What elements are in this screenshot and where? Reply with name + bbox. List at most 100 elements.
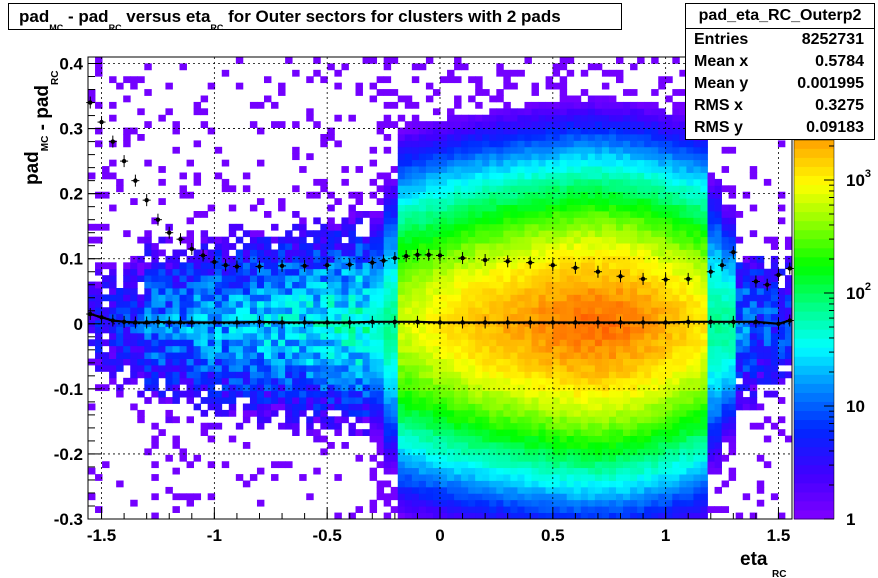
heatmap-cell (538, 461, 546, 469)
heatmap-cell (531, 313, 539, 321)
heatmap-cell (475, 365, 483, 372)
heatmap-cell (503, 127, 511, 135)
heatmap-cell (130, 82, 138, 90)
heatmap-cell (573, 178, 582, 186)
heatmap-cell (299, 365, 307, 372)
heatmap-cell (658, 300, 666, 308)
heatmap-cell (517, 358, 525, 366)
heatmap-cell (672, 275, 680, 282)
heatmap-cell (109, 101, 117, 109)
heatmap-cell (616, 397, 624, 404)
heatmap-cell (468, 442, 476, 449)
heatmap-cell (566, 352, 575, 359)
heatmap-cell (383, 403, 392, 411)
heatmap-cell (285, 358, 293, 366)
heatmap-cell (404, 358, 413, 366)
heatmap-cell (552, 442, 561, 449)
heatmap-cell (665, 217, 673, 225)
heatmap-cell (292, 255, 300, 263)
heatmap-cell (714, 313, 722, 321)
mean-profile-point (165, 316, 174, 329)
heatmap-cell (327, 288, 335, 295)
heatmap-cell (179, 371, 187, 379)
heatmap-cell (404, 127, 413, 135)
heatmap-cell (686, 397, 694, 404)
heatmap-cell (524, 467, 532, 475)
heatmap-cell (714, 185, 722, 193)
heatmap-cell (524, 480, 532, 488)
heatmap-cell (404, 486, 413, 494)
heatmap-cell (559, 377, 568, 385)
heatmap-cell (651, 101, 659, 109)
heatmap-cell (665, 358, 673, 366)
heatmap-cell (432, 288, 441, 295)
heatmap-cell (271, 358, 279, 366)
heatmap-cell (306, 307, 314, 315)
heatmap-cell (285, 307, 293, 315)
heatmap-cell (573, 121, 582, 128)
heatmap-cell (538, 185, 546, 193)
heatmap-cell (700, 300, 708, 308)
heatmap-cell (658, 442, 666, 449)
heatmap-cell (517, 345, 525, 353)
heatmap-cell (510, 69, 518, 77)
heatmap-cell (313, 178, 321, 186)
heatmap-cell (432, 307, 441, 315)
heatmap-cell (221, 275, 230, 282)
heatmap-cell (531, 326, 539, 334)
heatmap-cell (461, 178, 469, 186)
heatmap-cell (714, 211, 722, 218)
heatmap-cell (538, 448, 546, 456)
heatmap-cell (271, 403, 279, 411)
heatmap-cell (700, 390, 708, 398)
heatmap-cell (278, 390, 286, 398)
heatmap-cell (102, 384, 110, 392)
heatmap-cell (630, 262, 638, 270)
heatmap-cell (644, 448, 652, 456)
heatmap-cell (299, 223, 307, 231)
heatmap-cell (517, 236, 525, 244)
heatmap-cell (235, 294, 244, 302)
heatmap-cell (580, 300, 589, 308)
heatmap-cell (594, 384, 603, 392)
heatmap-cell (510, 390, 518, 398)
heatmap-cell (693, 390, 701, 398)
heatmap-cell (679, 422, 687, 430)
heatmap-cell (510, 403, 518, 411)
heatmap-cell (587, 461, 596, 469)
heatmap-cell (454, 268, 462, 276)
colorbar-step (794, 464, 834, 475)
x-tick-label: 1.5 (767, 526, 791, 545)
heatmap-cell (608, 281, 617, 289)
heatmap-cell (587, 339, 596, 347)
heatmap-cell (383, 63, 392, 71)
heatmap-cell (559, 230, 568, 238)
heatmap-cell (376, 486, 385, 494)
heatmap-cell (559, 300, 568, 308)
heatmap-cell (700, 352, 708, 359)
heatmap-cell (383, 461, 392, 469)
heatmap-cell (144, 326, 152, 334)
heatmap-cell (651, 448, 659, 456)
heatmap-cell (503, 403, 511, 411)
heatmap-cell (425, 217, 434, 225)
heatmap-cell (524, 435, 532, 443)
heatmap-cell (320, 275, 328, 282)
heatmap-cell (489, 243, 497, 250)
heatmap-cell (320, 326, 328, 334)
heatmap-cell (503, 121, 511, 128)
heatmap-cell (468, 211, 476, 218)
heatmap-cell (545, 166, 554, 173)
heatmap-cell (306, 281, 314, 289)
heatmap-cell (693, 499, 701, 507)
title-subscript: RC (108, 23, 122, 30)
heatmap-cell (158, 300, 166, 308)
heatmap-cell (109, 365, 117, 372)
heatmap-cell (623, 512, 631, 520)
heatmap-cell (102, 352, 110, 359)
heatmap-cell (707, 178, 715, 186)
heatmap-cell (454, 223, 462, 231)
heatmap-cell (672, 211, 680, 218)
heatmap-cell (468, 262, 476, 270)
heatmap-cell (580, 89, 589, 96)
